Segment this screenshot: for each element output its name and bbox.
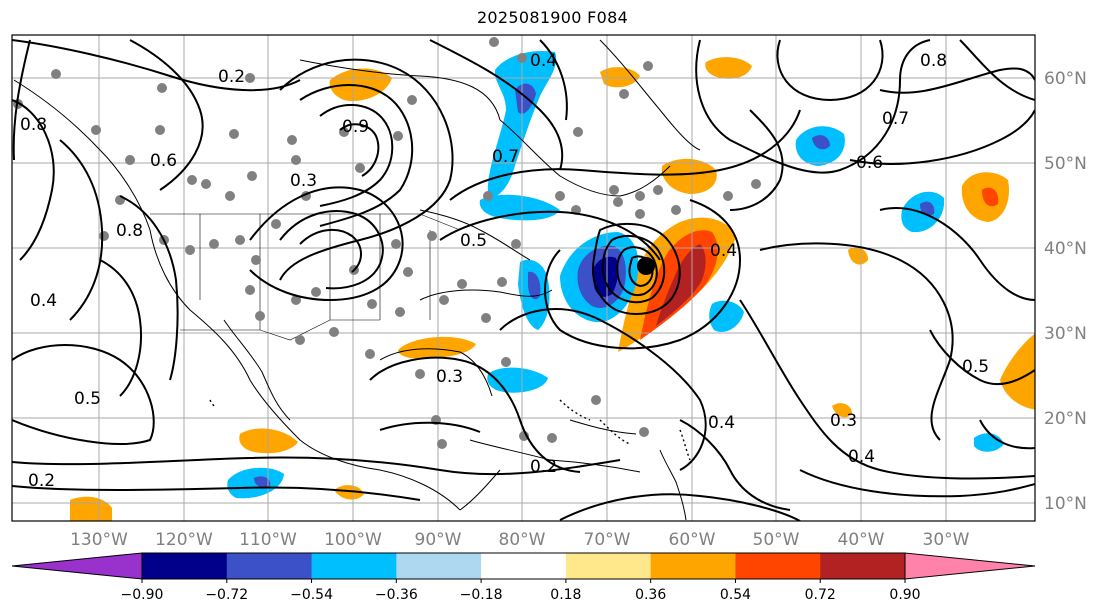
colorbar-segment [311, 553, 397, 579]
lon-label: 110°W [239, 530, 297, 550]
contour-label: 0.8 [920, 51, 947, 71]
colorbar-tick-label: 0.54 [720, 587, 751, 603]
cold-anomaly-pacific-2 [254, 476, 271, 488]
lat-label: 20°N [1044, 409, 1087, 429]
colorbar-outline [141, 552, 906, 580]
colorbar-tick-label: −0.36 [375, 587, 418, 603]
lon-label: 70°W [584, 530, 631, 550]
lat-label: 10°N [1044, 494, 1087, 514]
map-layers: 0.2 0.2 0.3 0.2 0.4 0.5 0.6 0.7 0.8 0.9 … [12, 35, 1035, 521]
warm-anomaly-peak [656, 244, 706, 326]
lat-label: 60°N [1044, 69, 1087, 89]
colorbar-tick-label: −0.90 [121, 587, 164, 603]
map-title: 2025081900 F084 [476, 8, 629, 27]
contours [12, 39, 1035, 521]
contour-label: 0.2 [28, 471, 55, 491]
contour-label: 0.7 [492, 147, 519, 167]
lat-label: 50°N [1044, 154, 1087, 174]
contour-label: 0.7 [882, 109, 909, 129]
cold-anomaly-north-atlantic-2 [812, 135, 830, 150]
colorbar-tick-label: 0.72 [805, 587, 836, 603]
storm-center-marker [637, 257, 655, 275]
contour-label: 0.6 [856, 153, 883, 173]
colorbar-segment [226, 553, 313, 579]
lon-label: 130°W [70, 530, 128, 550]
contour-label: 0.8 [20, 115, 47, 135]
contour-label: 0.3 [436, 367, 463, 387]
warm-anomaly-baffin [600, 67, 640, 88]
contour-label: 0.3 [830, 411, 857, 431]
longitude-labels: 130°W 120°W 110°W 100°W 90°W 80°W 70°W 6… [70, 530, 970, 550]
warm-anomaly-ne-atlantic-2 [982, 187, 999, 207]
colorbar-tick-label: 0.90 [889, 587, 920, 603]
cold-anomaly-azores-2 [920, 201, 935, 216]
lon-label: 40°W [838, 530, 885, 550]
island-outlines [209, 399, 691, 461]
contour-label: 0.3 [290, 171, 317, 191]
contour-label: 0.9 [342, 117, 369, 137]
cold-anomaly-storm-peak [592, 256, 619, 297]
contour-label: 0.5 [74, 389, 101, 409]
contour-label: 0.2 [218, 67, 245, 87]
contour-label: 0.4 [848, 447, 875, 467]
contour-label: 0.4 [30, 291, 57, 311]
contour-label: 0.2 [530, 457, 557, 477]
lon-label: 30°W [923, 530, 970, 550]
colorbar-tick-label: 0.18 [550, 587, 581, 603]
colorbar-tick-label: −0.72 [205, 587, 248, 603]
coastlines [13, 39, 701, 521]
colorbar-segment [735, 553, 821, 579]
colorbar-tick-label: −0.54 [290, 587, 333, 603]
warm-anomaly-africa-coast [1000, 333, 1035, 410]
warm-anomaly-central-america [334, 485, 364, 500]
lon-label: 120°W [155, 530, 213, 550]
contour-label: 0.8 [116, 221, 143, 241]
map-frame [11, 34, 1036, 522]
colorbar-segment [565, 553, 652, 579]
colorbar-segment [650, 553, 736, 579]
warm-anomaly-greenland [705, 57, 752, 79]
colorbar-extend-high [904, 552, 1036, 580]
contour-label: 0.6 [150, 151, 177, 171]
cold-anomaly-east-atlantic [709, 300, 744, 332]
colorbar-segment [142, 553, 228, 579]
cold-anomaly-cape-verde [974, 433, 1004, 452]
lon-label: 90°W [415, 530, 462, 550]
cold-anomaly-hudson-2 [515, 83, 536, 114]
warm-anomaly-tropics [832, 403, 852, 418]
latitude-labels: 60°N 50°N 40°N 30°N 20°N 10°N [1044, 69, 1087, 514]
lon-label: 100°W [324, 530, 382, 550]
contour-label: 0.5 [962, 357, 989, 377]
colorbar-segment [820, 553, 906, 579]
contour-label: 0.4 [710, 241, 737, 261]
colorbar-segment [481, 553, 567, 579]
warm-anomaly-gulf [398, 336, 476, 359]
colorbar-extend-low [11, 552, 143, 580]
lat-label: 30°N [1044, 324, 1087, 344]
contour-label: 0.4 [708, 413, 735, 433]
lon-label: 50°W [753, 530, 800, 550]
colorbar-segment [396, 553, 482, 579]
colorbar: −0.90 −0.72 −0.54 −0.36 −0.18 0.18 0.36 0.54 0.7… [11, 552, 1036, 603]
colorbar-tick-label: −0.18 [460, 587, 503, 603]
lat-label: 40°N [1044, 239, 1087, 259]
colorbar-tick-label: 0.36 [635, 587, 666, 603]
warm-anomaly-hudson-bay [329, 68, 392, 102]
warm-anomaly-labrador [661, 158, 717, 194]
cold-anomaly-mid-atlantic-2 [528, 271, 541, 300]
warm-anomaly-mexico [239, 428, 298, 454]
contour-label: 0.4 [530, 51, 557, 71]
contour-labels: 0.2 0.2 0.3 0.2 0.4 0.5 0.6 0.7 0.8 0.9 … [20, 51, 989, 491]
contour-label: 0.5 [460, 231, 487, 251]
warm-anomaly-ridge [848, 247, 868, 265]
lon-label: 80°W [499, 530, 546, 550]
lon-label: 60°W [669, 530, 716, 550]
cold-anomaly-lakes [479, 194, 560, 221]
